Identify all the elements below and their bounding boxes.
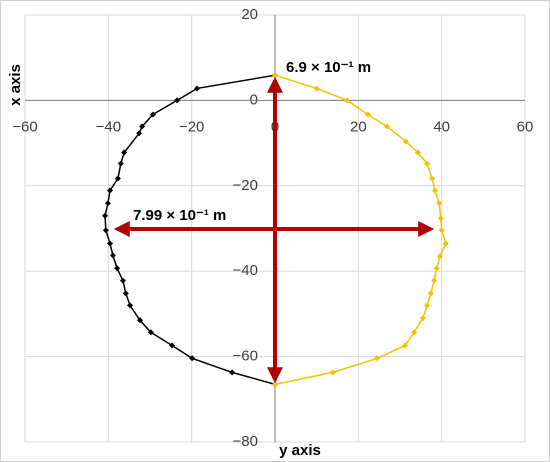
point (107, 187, 113, 194)
x-tick-label: 40 (433, 118, 450, 135)
point (429, 175, 436, 182)
y-tick-label: −80 (233, 433, 258, 450)
point (344, 97, 351, 104)
point (104, 200, 111, 207)
annotation: 6.9 × 10⁻¹ m (286, 59, 371, 76)
y-axis-title: y axis (279, 442, 321, 459)
annotation: 7.99 × 10⁻¹ m (133, 207, 226, 224)
point (427, 290, 434, 297)
point (272, 72, 278, 79)
point (419, 315, 426, 322)
y-tick-label: −60 (233, 348, 258, 365)
point (122, 290, 129, 297)
point (433, 265, 440, 272)
point (102, 227, 109, 234)
x-tick-label: 20 (350, 118, 367, 135)
point (127, 302, 133, 309)
point (313, 85, 320, 92)
point (442, 240, 449, 247)
point (329, 369, 336, 376)
point (438, 227, 445, 234)
x-tick-label: −20 (179, 118, 204, 135)
point (136, 130, 143, 137)
point (272, 381, 278, 388)
point (229, 369, 236, 376)
y-tick-label: −40 (233, 262, 258, 279)
point (374, 355, 381, 362)
point (117, 160, 124, 167)
point (137, 317, 143, 324)
y-tick-label: 0 (250, 91, 258, 108)
point (102, 212, 108, 219)
point (364, 111, 371, 118)
point (431, 277, 438, 284)
x-tick-label: −40 (96, 118, 121, 135)
point (121, 149, 128, 156)
point (424, 302, 431, 309)
point (147, 329, 154, 336)
x-tick-label: −60 (12, 118, 37, 135)
point (169, 342, 176, 349)
x-tick-label: 60 (517, 118, 534, 135)
point (139, 123, 146, 130)
point (432, 187, 438, 194)
point (119, 277, 126, 284)
point (437, 253, 443, 260)
point (109, 252, 116, 259)
point (114, 175, 121, 182)
point (436, 200, 443, 207)
point (384, 123, 391, 130)
point (414, 149, 421, 156)
point (174, 97, 181, 104)
point (424, 160, 431, 167)
point (411, 329, 418, 336)
point (149, 111, 156, 118)
y-tick-label: 20 (241, 6, 258, 23)
point (437, 215, 444, 222)
point (107, 240, 113, 247)
point (114, 265, 121, 272)
point (189, 355, 196, 362)
y-tick-label: −20 (233, 177, 258, 194)
x-axis-title: x axis (7, 64, 24, 106)
point (194, 85, 201, 92)
point (402, 342, 408, 349)
point (402, 138, 409, 145)
